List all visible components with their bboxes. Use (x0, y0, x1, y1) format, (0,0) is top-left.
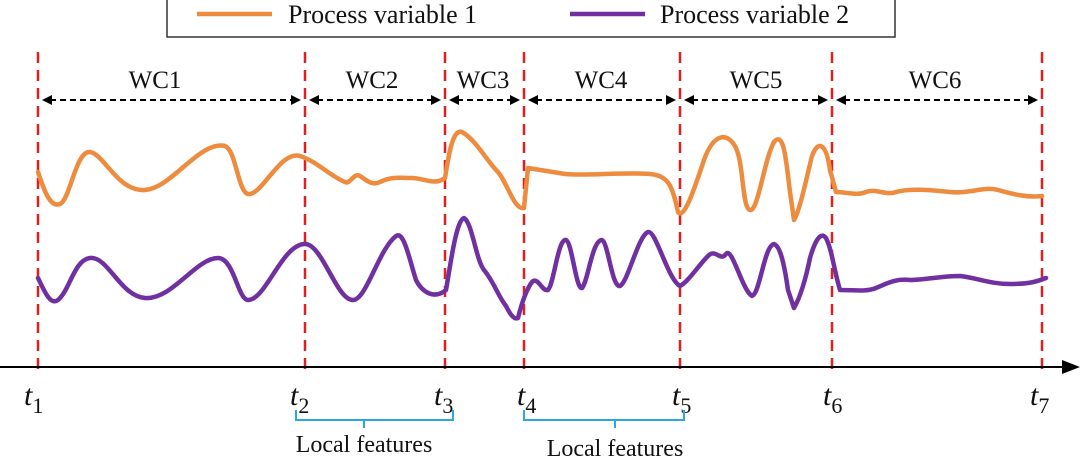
local-features-brace-2 (523, 410, 685, 421)
wc4-span-arrow (528, 95, 676, 105)
condition-arrows (42, 95, 1038, 105)
wc6-span-arrow (836, 95, 1038, 105)
wc2-span-arrow (309, 95, 441, 105)
t4-label: t4 (517, 379, 536, 418)
local-features: Local features Local features (295, 410, 685, 459)
wc2-label: WC2 (346, 67, 399, 94)
wc4-label: WC4 (575, 67, 628, 94)
time-labels: t1 t2 t3 t4 t5 t6 t7 (24, 379, 1049, 418)
wc5-label: WC5 (730, 67, 783, 94)
legend-box (166, 0, 896, 38)
local-features-brace-1 (295, 410, 454, 421)
wc6-label: WC6 (909, 67, 962, 94)
t1-label: t1 (24, 379, 43, 418)
time-axis-arrowhead (1062, 360, 1080, 374)
local-features-label-2: Local features (547, 436, 684, 459)
legend: Process variable 1 Process variable 2 (166, 0, 896, 38)
legend-label-pv2: Process variable 2 (660, 0, 849, 29)
legend-label-pv1: Process variable 1 (288, 0, 477, 29)
condition-labels: WC1 WC2 WC3 WC4 WC5 WC6 (129, 67, 962, 94)
process-variable-1-curve (35, 129, 1045, 223)
local-features-label-1: Local features (296, 432, 433, 458)
t6-label: t6 (823, 379, 842, 418)
wc3-span-arrow (449, 95, 520, 105)
wc5-span-arrow (684, 95, 828, 105)
wc1-label: WC1 (129, 67, 182, 94)
t2-label: t2 (290, 379, 309, 418)
time-axis (0, 360, 1080, 374)
t7-label: t7 (1030, 379, 1049, 418)
wc1-span-arrow (42, 95, 301, 105)
process-variable-2-curve (35, 215, 1049, 321)
t5-label: t5 (672, 379, 691, 418)
wc3-label: WC3 (457, 67, 510, 94)
t3-label: t3 (434, 379, 453, 418)
